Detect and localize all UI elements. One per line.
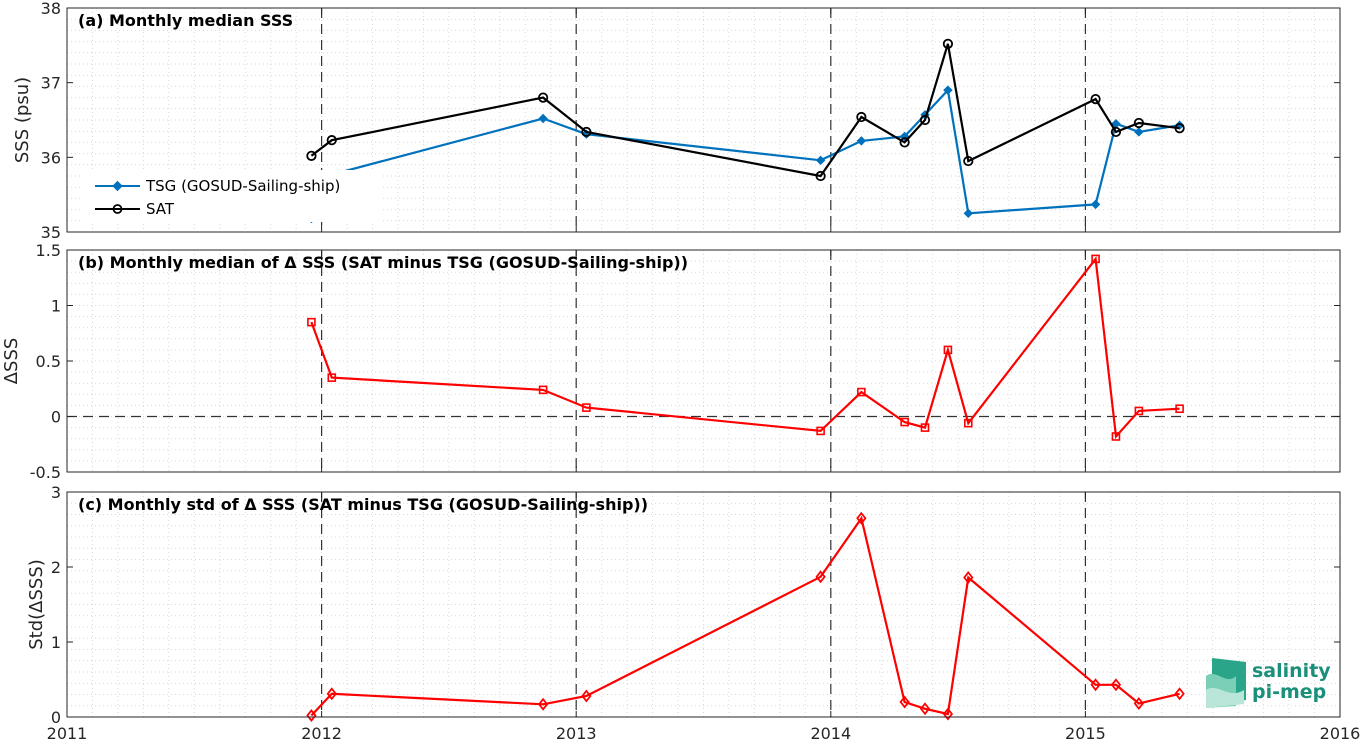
data-point [1090, 199, 1101, 210]
data-point [581, 689, 592, 703]
legend-sat-marker [112, 204, 123, 214]
legend: TSG (GOSUD-Sailing-ship) SAT [80, 170, 380, 222]
y-tick-label: 2 [51, 558, 61, 577]
data-point [538, 385, 548, 395]
data-point [581, 126, 592, 138]
panel-a-grid [66, 7, 1341, 233]
data-point [899, 131, 910, 142]
x-tick-label: 2014 [810, 724, 851, 743]
data-point [1110, 678, 1122, 692]
data-point [856, 136, 867, 146]
data-point [899, 137, 910, 148]
data-point [963, 208, 973, 219]
data-point [1174, 123, 1185, 134]
panel-c-ylabel: Std(ΔSSS) [26, 559, 47, 650]
data-point [963, 571, 974, 584]
y-tick-label: 1.5 [36, 241, 61, 260]
y-tick-label: 38 [41, 0, 61, 18]
data-point [306, 150, 317, 161]
data-point [1174, 687, 1185, 701]
panel-c: 0 1 2 3 2011 2012 2013 2014 2015 2016 (c) Monthly … [26, 483, 1360, 743]
data-point [1133, 697, 1145, 710]
data-point [538, 92, 549, 103]
data-point [1111, 432, 1121, 441]
data-point [815, 170, 826, 182]
x-tick-label: 2012 [301, 724, 342, 743]
data-point [943, 345, 953, 355]
data-point [1110, 126, 1122, 138]
data-point [1091, 254, 1100, 264]
data-point [963, 155, 974, 167]
x-tick-label: 2015 [1065, 724, 1106, 743]
y-tick-label: 35 [41, 223, 61, 242]
data-point [1090, 93, 1101, 105]
y-tick-label: 3 [51, 483, 61, 502]
data-point [306, 709, 317, 722]
legend-background [80, 170, 380, 222]
series-line [310, 256, 1180, 440]
panel-a-frame [66, 7, 1341, 233]
data-point [582, 403, 591, 412]
x-tick-label: 2016 [1320, 724, 1361, 743]
y-tick-label: 36 [41, 148, 61, 167]
data-point [816, 426, 825, 436]
data-point [942, 707, 954, 721]
data-point [943, 85, 953, 95]
data-point [857, 387, 866, 397]
y-tick-label: 1 [51, 633, 61, 652]
logo-text-line2: pi-mep [1252, 681, 1326, 703]
series-line [310, 43, 1180, 178]
data-point [1175, 404, 1184, 414]
data-point [326, 135, 337, 146]
data-point [815, 570, 826, 584]
panel-a-title: (a) Monthly median SSS [78, 11, 293, 30]
panel-b-ylabel: ΔSSS [1, 338, 22, 385]
legend-tsg-label: TSG (GOSUD-Sailing-ship) [145, 177, 340, 195]
legend-tsg-marker [112, 180, 123, 192]
data-point [1133, 117, 1144, 129]
data-point [1090, 678, 1101, 692]
data-point [856, 511, 867, 525]
data-point [1134, 127, 1144, 137]
panel-a-ylabel: SSS (psu) [12, 77, 33, 163]
series-b-0 [307, 254, 1184, 441]
y-tick-label: 0 [51, 708, 61, 727]
legend-sat-label: SAT [146, 200, 175, 218]
data-point [963, 418, 973, 428]
panel-c-frame [66, 491, 1341, 718]
data-point [307, 317, 316, 327]
data-point [900, 417, 909, 427]
data-point [815, 155, 826, 166]
series-c-0 [306, 511, 1185, 722]
panel-c-title: (c) Monthly std of Δ SSS (SAT minus TSG … [78, 495, 648, 514]
y-tick-label: 37 [41, 74, 61, 93]
data-point [327, 373, 337, 382]
data-point [899, 695, 910, 709]
data-point [919, 114, 931, 126]
data-point [538, 113, 548, 124]
data-point [942, 38, 954, 49]
y-tick-label: 0 [51, 408, 61, 427]
data-point [1134, 406, 1144, 416]
y-tick-label: 1 [51, 297, 61, 316]
data-point [920, 423, 930, 432]
logo-text-line1: salinity [1252, 660, 1331, 682]
data-point [919, 702, 931, 716]
series-a-1 [306, 38, 1185, 182]
salinity-pi-mep-logo: salinity pi-mep [1206, 658, 1331, 708]
data-point [856, 111, 867, 123]
y-tick-label: -0.5 [30, 463, 61, 482]
panel-b: -0.5 0 0.5 1 1.5 (b) Monthly median of Δ SSS … [1, 241, 1341, 482]
series-line [310, 87, 1180, 220]
y-tick-label: 0.5 [36, 352, 61, 371]
data-point [537, 697, 549, 711]
logo-wave-icon [1206, 658, 1246, 708]
panel-b-title: (b) Monthly median of Δ SSS (SAT minus T… [78, 253, 688, 272]
data-point [326, 687, 337, 701]
x-tick-label: 2011 [47, 724, 88, 743]
x-tick-label: 2013 [556, 724, 597, 743]
